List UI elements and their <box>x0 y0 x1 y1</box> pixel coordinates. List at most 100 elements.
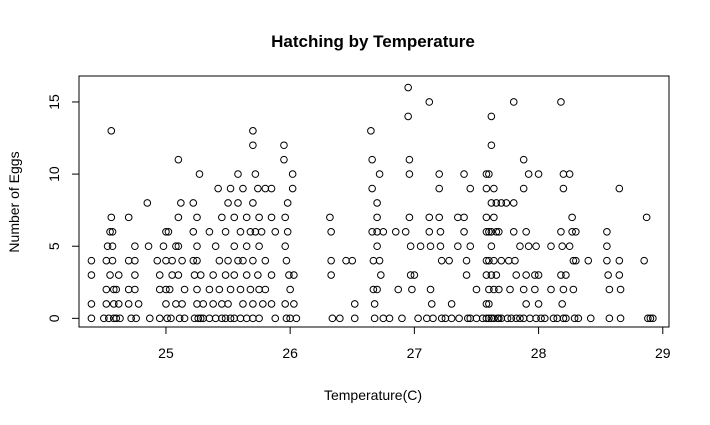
data-point <box>502 199 511 207</box>
data-point <box>559 184 568 193</box>
data-point <box>512 314 521 323</box>
data-point <box>509 227 518 236</box>
data-point <box>257 227 266 236</box>
data-point <box>406 271 415 279</box>
data-point <box>261 256 270 265</box>
data-point <box>230 242 239 251</box>
data-point <box>572 227 580 236</box>
data-point <box>109 300 118 308</box>
data-point <box>143 199 152 207</box>
data-point <box>249 127 257 135</box>
data-point <box>174 213 183 222</box>
data-point <box>455 314 463 323</box>
data-point <box>246 227 255 236</box>
data-point <box>102 285 111 294</box>
data-point <box>177 199 185 207</box>
data-point <box>492 199 501 207</box>
data-point <box>522 271 530 279</box>
data-point <box>616 285 625 294</box>
data-point <box>649 314 657 323</box>
data-point <box>242 314 251 323</box>
data-point <box>447 300 456 308</box>
data-point <box>437 256 446 265</box>
data-point <box>408 285 416 294</box>
data-point <box>286 285 294 294</box>
data-point <box>215 256 224 265</box>
y-tick-label: 10 <box>46 166 62 182</box>
data-point <box>482 300 491 308</box>
data-point <box>487 227 496 236</box>
data-point <box>178 256 186 265</box>
data-point <box>373 213 381 222</box>
data-point <box>224 256 232 265</box>
data-point <box>603 227 611 236</box>
data-point <box>159 242 168 251</box>
data-point <box>221 314 230 323</box>
data-point <box>559 314 568 323</box>
data-point <box>482 271 491 279</box>
data-point <box>568 213 576 222</box>
data-point <box>254 184 262 193</box>
x-tick-label: 29 <box>655 345 671 361</box>
data-point <box>105 314 113 323</box>
data-point <box>131 285 139 294</box>
data-point <box>226 285 235 294</box>
data-point <box>368 227 376 236</box>
data-point <box>547 242 555 251</box>
data-point <box>404 112 412 121</box>
data-point <box>87 300 96 308</box>
data-point <box>547 285 555 294</box>
data-point <box>398 314 406 323</box>
data-point <box>524 170 533 178</box>
data-point <box>281 242 289 251</box>
data-point <box>255 242 263 251</box>
data-point <box>522 227 530 236</box>
data-point <box>249 199 257 207</box>
data-point <box>194 314 203 323</box>
data-point <box>391 227 400 236</box>
data-point <box>281 300 289 308</box>
data-point <box>190 271 199 279</box>
data-point <box>472 314 481 323</box>
data-point <box>512 271 521 279</box>
data-point <box>162 300 170 308</box>
data-point <box>615 184 624 193</box>
data-point <box>558 242 566 251</box>
data-point <box>460 227 468 236</box>
data-point <box>482 227 491 236</box>
data-point <box>336 314 344 323</box>
data-point <box>615 256 624 265</box>
data-point <box>87 256 96 265</box>
data-point <box>557 271 565 279</box>
data-point <box>559 170 568 178</box>
data-point <box>108 242 117 251</box>
data-point <box>490 213 498 222</box>
data-point <box>370 300 379 308</box>
chart-title: Hatching by Temperature <box>271 32 475 51</box>
data-point <box>385 314 394 323</box>
data-point <box>557 98 565 106</box>
data-point <box>255 314 263 323</box>
data-point <box>495 285 503 294</box>
data-point <box>196 271 205 279</box>
data-point <box>255 213 263 222</box>
data-point <box>463 314 472 323</box>
data-point <box>377 271 385 279</box>
data-point <box>226 184 235 193</box>
data-point <box>537 314 545 323</box>
data-point <box>466 184 475 193</box>
data-point <box>549 314 558 323</box>
data-point <box>174 242 183 251</box>
data-point <box>497 199 506 207</box>
data-point <box>209 300 217 308</box>
x-tick-label: 27 <box>407 345 423 361</box>
data-point <box>503 314 512 323</box>
data-point <box>375 170 384 178</box>
data-point <box>482 170 491 178</box>
data-point <box>246 285 255 294</box>
data-point <box>509 199 518 207</box>
data-point <box>221 271 230 279</box>
data-point <box>155 271 164 279</box>
data-point <box>155 314 164 323</box>
data-point <box>87 271 96 279</box>
